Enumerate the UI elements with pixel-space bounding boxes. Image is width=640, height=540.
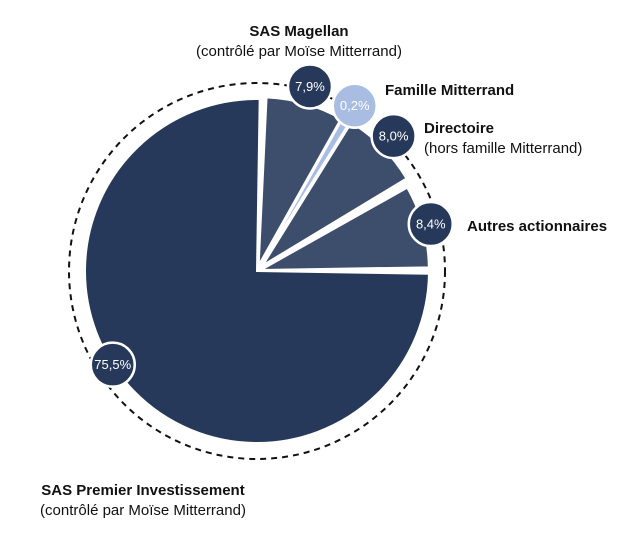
pie-slices bbox=[84, 96, 430, 444]
sublabel-sas-premier-investissement: (contrôlé par Moïse Mitterrand) bbox=[40, 502, 246, 519]
value-badge: 8,0% bbox=[370, 112, 417, 160]
value-badge-circle bbox=[370, 112, 417, 160]
value-badge-circle bbox=[89, 341, 136, 388]
label-famille-mitterrand: Famille Mitterrand bbox=[385, 82, 514, 99]
value-badge-circle bbox=[331, 82, 378, 129]
label-sas-magellan: SAS Magellan bbox=[249, 23, 348, 40]
value-badge-circle bbox=[286, 63, 334, 110]
label-directoire: Directoire bbox=[424, 120, 494, 137]
value-label: 0,2% bbox=[340, 98, 370, 113]
sublabel-directoire: (hors famille Mitterrand) bbox=[424, 140, 582, 157]
pie-slice-sas-premier-investissement bbox=[84, 98, 430, 444]
value-badge: 8,4% bbox=[407, 200, 455, 248]
value-label: 75,5% bbox=[94, 357, 131, 372]
value-label: 8,0% bbox=[379, 129, 409, 144]
label-sas-premier-investissement: SAS Premier Investissement bbox=[41, 482, 244, 499]
value-badge: 0,2% bbox=[331, 82, 378, 129]
value-badges: 8,4% 8,0% 0,2% 7,9% 75,5% bbox=[89, 63, 455, 388]
sublabel-sas-magellan: (contrôlé par Moïse Mitterrand) bbox=[196, 43, 402, 60]
value-badge-circle bbox=[407, 200, 455, 248]
dashed-outline-ring bbox=[68, 82, 446, 460]
value-label: 8,4% bbox=[416, 217, 446, 232]
label-autres-actionnaires: Autres actionnaires bbox=[467, 218, 607, 235]
value-label: 7,9% bbox=[295, 79, 325, 94]
value-badge: 75,5% bbox=[89, 341, 136, 388]
value-badge: 7,9% bbox=[286, 63, 334, 110]
